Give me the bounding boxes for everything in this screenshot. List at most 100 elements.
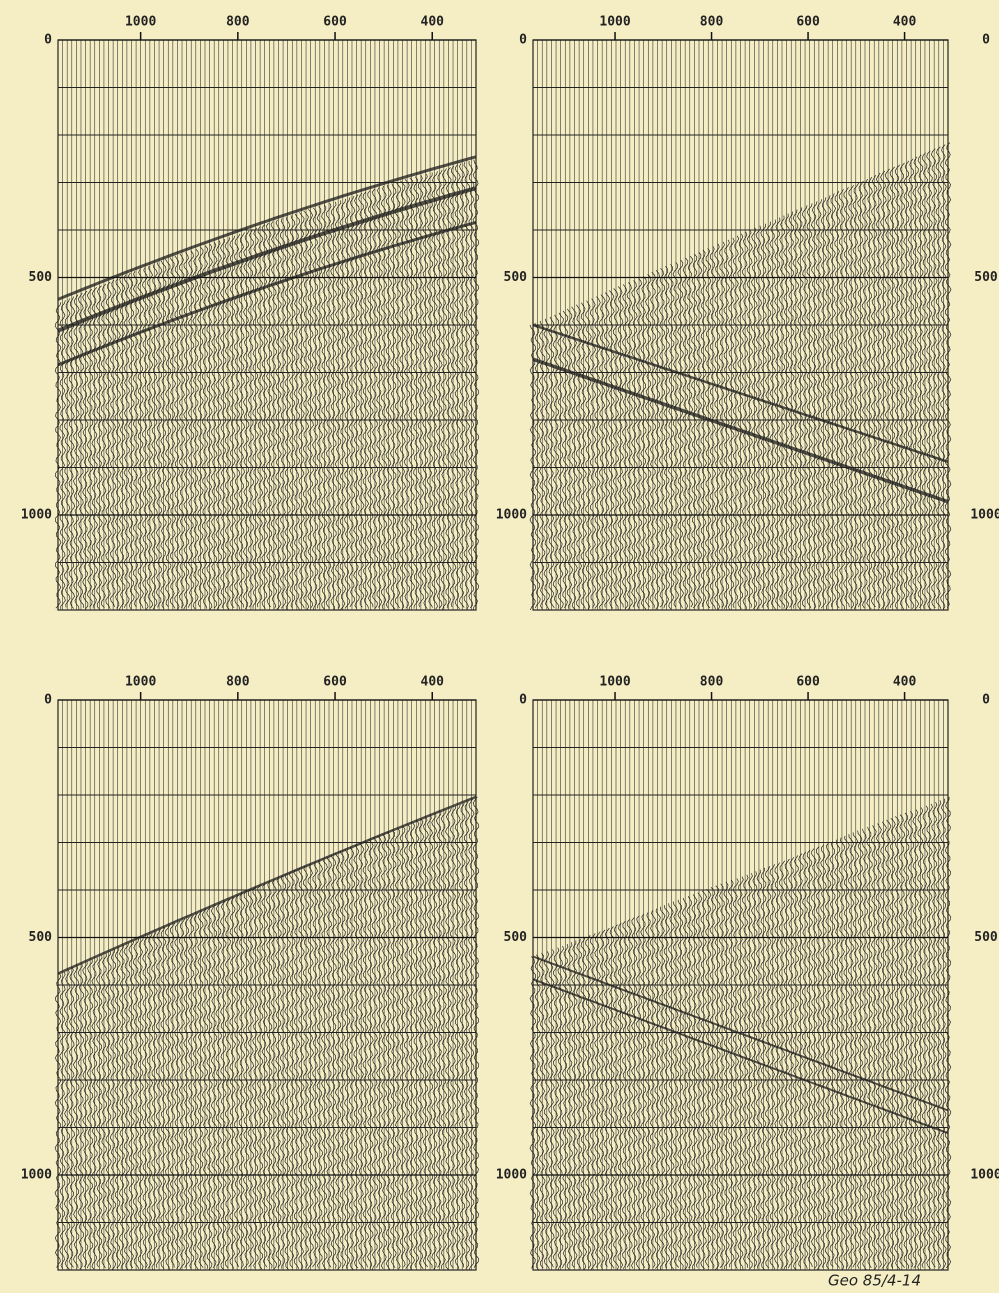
wiggle <box>769 219 776 610</box>
wiggle <box>445 167 452 609</box>
wiggle <box>234 894 241 1268</box>
wiggle <box>750 227 758 609</box>
wiggle <box>119 944 126 1269</box>
y-tick-label: 1000 <box>496 1168 527 1183</box>
wiggle <box>183 916 190 1268</box>
wiggle <box>123 942 131 1271</box>
wiggle <box>220 900 227 1271</box>
wiggle <box>700 249 707 608</box>
wiggle <box>463 162 471 610</box>
wiggle <box>54 302 62 609</box>
x-tick-label: 400 <box>893 15 917 30</box>
wiggle <box>806 203 813 609</box>
wiggle <box>174 255 181 610</box>
wiggle <box>201 908 209 1269</box>
wiggle <box>580 936 588 1271</box>
y-tick-label: 0 <box>519 693 527 708</box>
wiggle <box>293 869 301 1269</box>
wiggle <box>426 815 434 1269</box>
wiggle <box>787 856 795 1269</box>
wiggle <box>86 288 94 608</box>
wiggle <box>875 823 883 1268</box>
wiggle <box>870 825 878 1270</box>
reflection <box>57 186 477 333</box>
wiggle <box>302 865 310 1269</box>
wiggle <box>367 839 374 1269</box>
wiggle <box>778 860 786 1269</box>
wiggle <box>668 263 675 610</box>
wiggle <box>764 866 772 1269</box>
wiggle <box>718 883 726 1269</box>
wiggle <box>238 892 246 1269</box>
wiggle <box>380 833 388 1269</box>
wiggle <box>82 290 89 610</box>
wiggle <box>178 918 186 1270</box>
wiggle <box>100 953 108 1269</box>
wiggle <box>857 830 864 1269</box>
wiggle <box>640 276 647 610</box>
y-tick-label: 1000 <box>496 508 527 523</box>
wiggle <box>917 154 924 609</box>
wiggle <box>174 920 181 1270</box>
wiggle <box>210 904 218 1269</box>
wiggle <box>385 184 393 608</box>
wiggle <box>797 853 804 1268</box>
wiggle <box>603 292 611 608</box>
x-tick-label: 800 <box>700 675 724 690</box>
wiggle <box>557 312 564 611</box>
wiggle <box>562 310 569 609</box>
wiggle <box>422 173 429 610</box>
wiggle <box>875 172 882 609</box>
wiggle <box>893 164 901 610</box>
wiggle <box>612 288 620 610</box>
wiggle <box>261 883 268 1268</box>
wiggle <box>635 915 643 1270</box>
wiggle <box>695 251 703 610</box>
wiggle <box>155 262 163 608</box>
wiggle <box>921 805 929 1268</box>
wiggle <box>737 233 744 610</box>
x-tick-label: 800 <box>226 15 250 30</box>
wiggle <box>201 245 209 609</box>
wiggle <box>760 867 767 1271</box>
wiggle <box>187 250 195 608</box>
wiggle <box>334 852 342 1270</box>
wiggle <box>824 842 832 1270</box>
wiggle <box>339 850 347 1268</box>
wiggle <box>815 846 823 1270</box>
wiggle <box>870 174 878 608</box>
wiggle <box>458 163 466 608</box>
y-tick-label: 0 <box>519 33 527 48</box>
wiggle <box>576 304 583 608</box>
wiggle <box>801 851 809 1270</box>
wiggle <box>298 212 305 609</box>
wiggle <box>449 165 457 608</box>
y-tick-label-right: 0 <box>982 33 990 48</box>
wiggle <box>815 199 823 608</box>
wiggle <box>376 187 383 608</box>
wiggle <box>612 924 620 1270</box>
wiggle <box>884 168 892 611</box>
wiggle <box>123 274 131 608</box>
reflection <box>532 978 949 1135</box>
wiggle <box>371 188 379 610</box>
reflection <box>57 155 477 301</box>
wiggle <box>307 209 314 609</box>
wiggle <box>105 950 112 1270</box>
wiggle <box>330 201 337 610</box>
wiggle <box>548 949 555 1268</box>
wiggle <box>468 798 475 1270</box>
wiggle <box>820 197 827 609</box>
wiggle <box>686 255 694 608</box>
wiggle <box>330 854 337 1269</box>
wiggle <box>585 935 592 1269</box>
wiggle <box>59 300 66 610</box>
wiggle <box>449 805 457 1269</box>
wiggle <box>534 322 541 609</box>
wiggle <box>760 223 767 608</box>
wiggle <box>109 948 117 1271</box>
wiggle <box>105 281 112 610</box>
wiggle <box>376 835 383 1268</box>
wiggle <box>417 818 425 1270</box>
wiggle <box>704 888 712 1268</box>
